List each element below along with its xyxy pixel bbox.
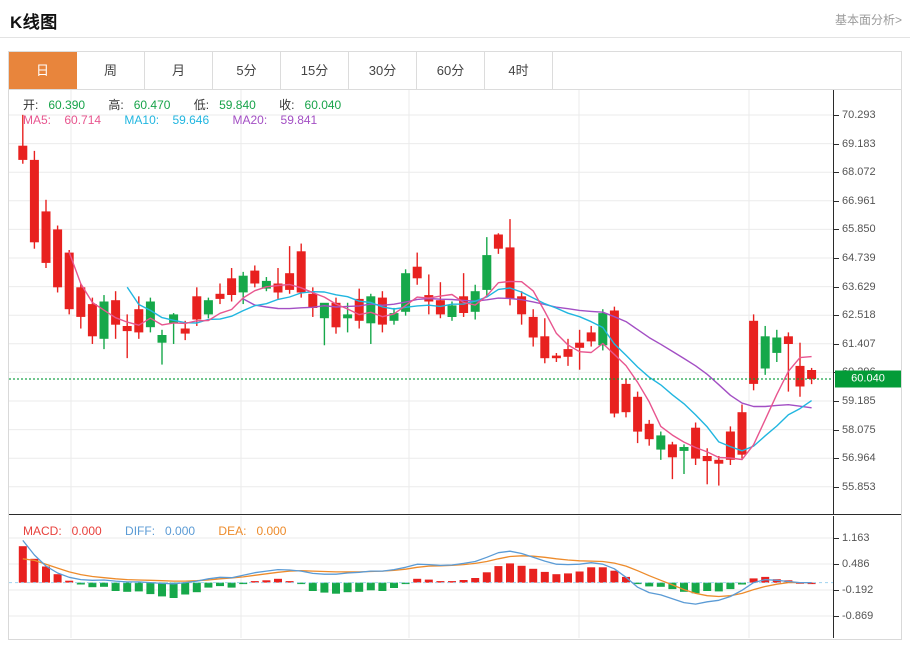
tab-4[interactable]: 15分 <box>281 52 349 89</box>
price-axis-label: 63.629 <box>842 280 876 293</box>
price-panel: 开: 60.390 高: 60.470 低: 59.840 收: 60.040 MA5:… <box>9 90 901 515</box>
ma5-value: 60.714 <box>64 113 102 127</box>
macd-label: MACD: <box>23 524 62 538</box>
price-axis-tick <box>834 229 839 231</box>
price-axis-label: 62.518 <box>842 309 876 322</box>
fundamental-analysis-link[interactable]: 基本面分析> <box>834 13 902 27</box>
timeframe-tabs: 日周月 5分 15分 30分 60分 4时 <box>8 51 902 90</box>
low-value: 59.840 <box>219 98 256 112</box>
high-value: 60.470 <box>133 98 171 112</box>
ohlc-legend: 开: 60.390 高: 60.470 低: 59.840 收: 60.040 <box>23 96 361 113</box>
macd-axis-label: -0.869 <box>842 610 874 622</box>
current-price-tag: 60.040 <box>835 370 901 388</box>
tab-7[interactable]: 4时 <box>485 52 553 89</box>
ma10-label: MA10: <box>124 113 160 127</box>
chart-frame: 开: 60.390 高: 60.470 低: 59.840 收: 60.040 MA5:… <box>8 90 902 640</box>
price-axis-tick <box>834 143 839 145</box>
price-axis-label: 61.407 <box>842 337 876 350</box>
price-axis-tick <box>834 486 839 488</box>
close-label: 收: <box>279 98 295 112</box>
high-label: 高: <box>108 98 124 112</box>
tab-filler <box>553 52 901 89</box>
tab-0[interactable]: 日 <box>9 52 77 89</box>
price-axis-tick <box>834 258 839 259</box>
macd-axis-tick <box>834 538 839 539</box>
ma5-label: MA5: <box>23 113 52 127</box>
diff-value: 0.000 <box>165 524 196 538</box>
macd-axis-label: -0.192 <box>842 584 874 596</box>
price-axis-tick <box>834 115 839 116</box>
dea-value: 0.000 <box>256 524 287 538</box>
low-label: 低: <box>193 98 210 112</box>
price-axis-label: 64.739 <box>842 252 876 264</box>
price-axis-label: 59.185 <box>842 395 876 407</box>
macd-panel: MACD: 0.000 DIFF: 0.000 DEA: 0.000 1.163 0.4… <box>9 516 901 638</box>
tab-1[interactable]: 周 <box>77 52 145 89</box>
ma10-value: 59.646 <box>172 113 210 127</box>
ma20-value: 59.841 <box>280 113 318 127</box>
price-axis-tick <box>834 343 839 345</box>
open-label: 开: <box>23 98 39 112</box>
macd-plot[interactable] <box>9 516 833 638</box>
macd-axis-tick <box>834 590 839 591</box>
macd-axis-tick <box>834 616 839 617</box>
candlestick-plot[interactable] <box>9 90 833 514</box>
price-axis-label: 69.183 <box>842 137 876 150</box>
price-axis-tick <box>834 458 839 460</box>
price-axis-label: 65.850 <box>842 223 876 236</box>
price-axis-tick <box>834 200 839 202</box>
diff-label: DIFF: <box>125 524 156 538</box>
macd-axis-tick <box>834 564 839 565</box>
macd-axis: 1.163 0.486 -0.192 -0.869 <box>833 516 901 638</box>
price-axis-label: 55.853 <box>842 480 876 493</box>
page-title: K线图 <box>10 13 58 32</box>
page-header: K线图 基本面分析> <box>0 0 910 38</box>
price-axis-tick <box>834 315 839 317</box>
ma20-label: MA20: <box>232 113 268 127</box>
macd-axis-label: 0.486 <box>842 558 870 570</box>
close-value: 60.040 <box>304 98 342 112</box>
ma-legend: MA5: 60.714 MA10: 59.646 MA20: 59.841 <box>23 113 337 127</box>
tab-6[interactable]: 60分 <box>417 52 485 89</box>
price-axis-label: 66.961 <box>842 194 876 207</box>
price-axis: 70.293 69.183 68.072 66.961 65.850 64.739 63.6… <box>833 90 901 514</box>
price-axis-tick <box>834 401 839 402</box>
tab-5[interactable]: 30分 <box>349 52 417 89</box>
tab-3[interactable]: 5分 <box>213 52 281 89</box>
macd-value: 0.000 <box>71 524 102 538</box>
price-axis-tick <box>834 429 839 431</box>
tab-2[interactable]: 月 <box>145 52 213 89</box>
dea-label: DEA: <box>218 524 247 538</box>
open-value: 60.390 <box>48 98 86 112</box>
price-axis-tick <box>834 172 839 174</box>
price-axis-label: 70.293 <box>842 109 876 121</box>
price-axis-tick <box>834 286 839 288</box>
macd-legend: MACD: 0.000 DIFF: 0.000 DEA: 0.000 <box>23 524 306 538</box>
price-axis-label: 58.075 <box>842 423 876 436</box>
price-axis-label: 56.964 <box>842 452 876 465</box>
price-axis-label: 68.072 <box>842 166 876 179</box>
macd-axis-label: 1.163 <box>842 532 870 544</box>
